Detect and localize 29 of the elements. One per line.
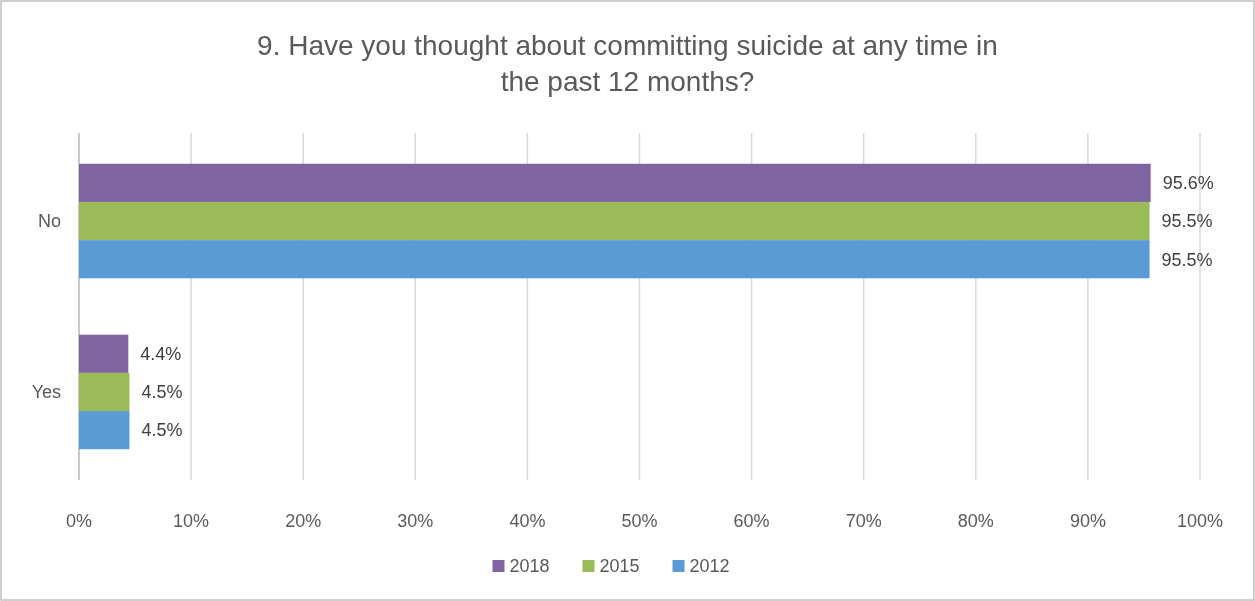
legend-label: 2012 xyxy=(689,556,730,577)
legend-label: 2015 xyxy=(599,556,640,577)
legend-label: 2018 xyxy=(509,556,550,577)
bar xyxy=(79,372,130,412)
x-tick-label: 0% xyxy=(65,511,93,531)
bar xyxy=(79,201,1150,241)
x-tick-label: 80% xyxy=(957,511,994,531)
y-tick-label: Yes xyxy=(31,382,61,403)
y-tick-label: No xyxy=(37,211,61,232)
x-tick-label: 100% xyxy=(1176,511,1224,531)
x-tick-label: 20% xyxy=(285,511,322,531)
data-label: 4.4% xyxy=(140,344,182,365)
x-tick-label: 60% xyxy=(733,511,770,531)
x-tick-label: 50% xyxy=(621,511,658,531)
data-label: 95.5% xyxy=(1161,211,1213,232)
x-tick-label: 70% xyxy=(845,511,882,531)
data-label: 4.5% xyxy=(141,420,183,441)
bar xyxy=(79,240,1150,279)
bar xyxy=(79,334,129,373)
x-tick-label: 40% xyxy=(509,511,546,531)
x-tick-label: 90% xyxy=(1069,511,1106,531)
bar xyxy=(79,411,130,450)
chart-title: 9. Have you thought about committing suicide at any time in the past 12 months? xyxy=(257,30,998,97)
bar xyxy=(79,163,1151,202)
x-tick-label: 30% xyxy=(397,511,434,531)
data-label: 4.5% xyxy=(141,382,183,403)
x-tick-label: 10% xyxy=(173,511,210,531)
data-label: 95.5% xyxy=(1161,249,1213,270)
data-label: 95.6% xyxy=(1162,173,1214,194)
